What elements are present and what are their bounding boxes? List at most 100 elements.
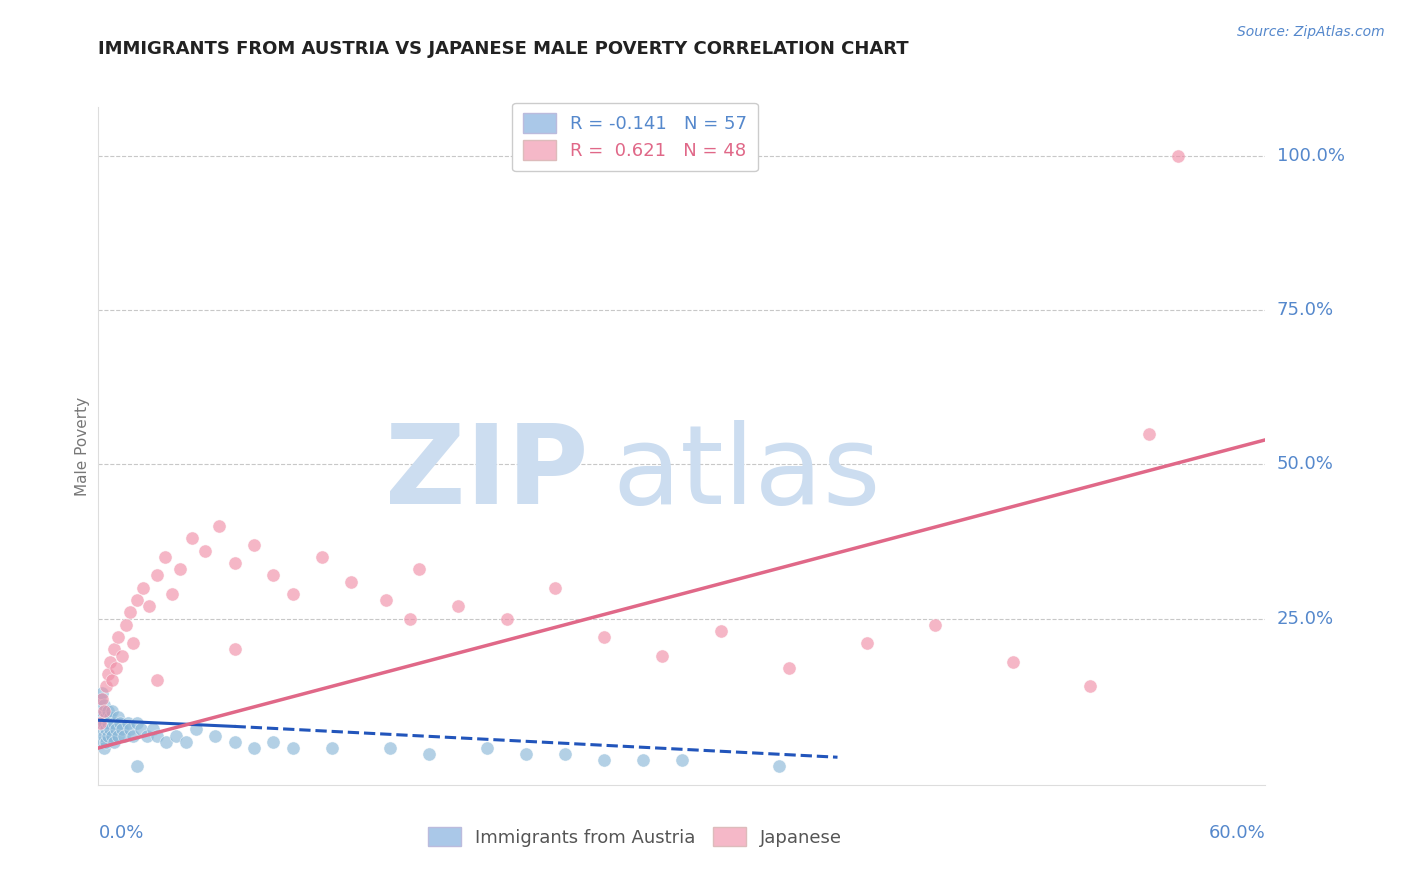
Point bbox=[91, 685, 114, 699]
Point bbox=[107, 710, 129, 724]
Point bbox=[118, 606, 141, 620]
Point bbox=[93, 698, 115, 712]
Point bbox=[184, 723, 207, 737]
Point bbox=[98, 655, 121, 669]
Legend: Immigrants from Austria, Japanese: Immigrants from Austria, Japanese bbox=[420, 820, 849, 854]
Point bbox=[122, 729, 145, 743]
Point bbox=[101, 704, 124, 718]
Point bbox=[96, 735, 118, 749]
Point bbox=[224, 556, 246, 570]
Text: 100.0%: 100.0% bbox=[1277, 147, 1344, 165]
Point bbox=[146, 729, 169, 743]
Point bbox=[855, 636, 877, 650]
Text: ZIP: ZIP bbox=[385, 419, 589, 526]
Point bbox=[224, 642, 246, 657]
Point bbox=[515, 747, 537, 761]
Point bbox=[97, 729, 120, 743]
Point bbox=[104, 723, 127, 737]
Point bbox=[103, 735, 125, 749]
Point bbox=[136, 729, 159, 743]
Point bbox=[174, 735, 197, 749]
Point bbox=[375, 593, 398, 607]
Text: 75.0%: 75.0% bbox=[1277, 301, 1334, 319]
Text: atlas: atlas bbox=[612, 419, 880, 526]
Point bbox=[671, 753, 693, 767]
Point bbox=[262, 735, 284, 749]
Point bbox=[153, 549, 176, 564]
Point bbox=[89, 723, 111, 737]
Point bbox=[101, 673, 124, 688]
Point bbox=[132, 581, 155, 595]
Point bbox=[107, 729, 129, 743]
Point bbox=[97, 704, 120, 718]
Point bbox=[114, 617, 136, 632]
Point bbox=[93, 729, 115, 743]
Text: 25.0%: 25.0% bbox=[1277, 609, 1334, 628]
Point bbox=[98, 723, 121, 737]
Point bbox=[112, 729, 135, 743]
Point bbox=[321, 741, 343, 756]
Point bbox=[89, 716, 111, 731]
Point bbox=[93, 716, 115, 731]
Point bbox=[710, 624, 733, 638]
Point bbox=[262, 568, 284, 582]
Point bbox=[91, 691, 114, 706]
Point bbox=[651, 648, 673, 663]
Point bbox=[281, 587, 304, 601]
Text: IMMIGRANTS FROM AUSTRIA VS JAPANESE MALE POVERTY CORRELATION CHART: IMMIGRANTS FROM AUSTRIA VS JAPANESE MALE… bbox=[98, 40, 910, 58]
Point bbox=[118, 723, 141, 737]
Point bbox=[169, 562, 191, 576]
Point bbox=[129, 723, 152, 737]
Point bbox=[127, 716, 149, 731]
Point bbox=[544, 581, 567, 595]
Point bbox=[138, 599, 160, 614]
Y-axis label: Male Poverty: Male Poverty bbox=[75, 396, 90, 496]
Point bbox=[122, 636, 145, 650]
Point bbox=[89, 710, 111, 724]
Point bbox=[477, 741, 499, 756]
Point bbox=[104, 661, 127, 675]
Point bbox=[97, 667, 120, 681]
Point bbox=[243, 741, 266, 756]
Point bbox=[593, 630, 616, 644]
Point bbox=[127, 759, 149, 773]
Point bbox=[111, 648, 134, 663]
Point bbox=[111, 723, 134, 737]
Point bbox=[194, 543, 217, 558]
Point bbox=[93, 741, 115, 756]
Point bbox=[165, 729, 187, 743]
Point bbox=[418, 747, 440, 761]
Point bbox=[107, 630, 129, 644]
Point bbox=[97, 716, 120, 731]
Text: 50.0%: 50.0% bbox=[1277, 456, 1333, 474]
Point bbox=[103, 716, 125, 731]
Point bbox=[101, 729, 124, 743]
Point bbox=[96, 679, 118, 693]
Point bbox=[631, 753, 654, 767]
Point bbox=[224, 735, 246, 749]
Point bbox=[117, 716, 139, 731]
Point bbox=[408, 562, 430, 576]
Point bbox=[1137, 426, 1160, 441]
Point bbox=[146, 568, 169, 582]
Point bbox=[91, 716, 114, 731]
Point bbox=[340, 574, 363, 589]
Point bbox=[1167, 149, 1189, 163]
Point bbox=[108, 716, 131, 731]
Point bbox=[98, 710, 121, 724]
Point bbox=[103, 642, 125, 657]
Point bbox=[1001, 655, 1024, 669]
Point bbox=[204, 729, 226, 743]
Point bbox=[89, 691, 111, 706]
Point bbox=[91, 704, 114, 718]
Point bbox=[96, 723, 118, 737]
Point bbox=[281, 741, 304, 756]
Point bbox=[208, 519, 231, 533]
Point bbox=[398, 611, 420, 625]
Point bbox=[243, 538, 266, 552]
Point bbox=[127, 593, 149, 607]
Text: 0.0%: 0.0% bbox=[98, 824, 143, 842]
Point bbox=[311, 549, 333, 564]
Point bbox=[91, 735, 114, 749]
Point bbox=[380, 741, 402, 756]
